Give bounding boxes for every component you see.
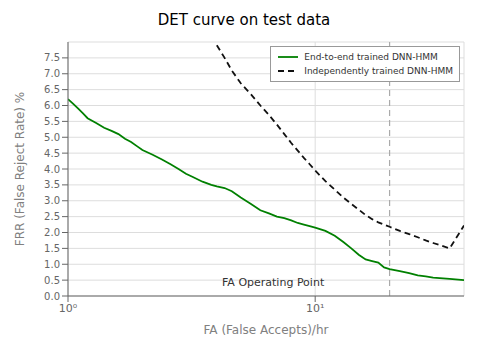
svg-text:2.0: 2.0	[44, 227, 60, 238]
svg-text:1.5: 1.5	[44, 243, 60, 254]
svg-text:3.0: 3.0	[44, 195, 60, 206]
svg-text:5.5: 5.5	[44, 116, 60, 127]
html-text:DET curve on test data: DET curve on test data	[157, 11, 331, 29]
svg-text:2.5: 2.5	[44, 211, 60, 222]
svg-text:0.0: 0.0	[44, 291, 60, 302]
svg-text:1.0: 1.0	[44, 259, 60, 270]
html-text:Independently trained DNN-HMM: Independently trained DNN-HMM	[304, 66, 453, 76]
svg-text:3.5: 3.5	[44, 179, 60, 190]
svg-text:4.5: 4.5	[44, 148, 60, 159]
svg-text:FRR (False Reject Rate) %: FRR (False Reject Rate) %	[13, 92, 27, 246]
svg-text:FA (False Accepts)/hr: FA (False Accepts)/hr	[204, 323, 329, 337]
svg-text:4.0: 4.0	[44, 164, 60, 175]
svg-text:5.0: 5.0	[44, 132, 60, 143]
svg-text:FA Operating Point: FA Operating Point	[222, 276, 325, 289]
svg-text:0.5: 0.5	[44, 275, 60, 286]
svg-text:10¹: 10¹	[306, 302, 324, 315]
svg-text:10⁰: 10⁰	[59, 302, 78, 315]
svg-text:7.0: 7.0	[44, 68, 60, 79]
svg-text:6.0: 6.0	[44, 100, 60, 111]
svg-text:7.5: 7.5	[44, 52, 60, 63]
html-text:End-to-end trained DNN-HMM: End-to-end trained DNN-HMM	[304, 52, 438, 62]
svg-text:6.5: 6.5	[44, 84, 60, 95]
